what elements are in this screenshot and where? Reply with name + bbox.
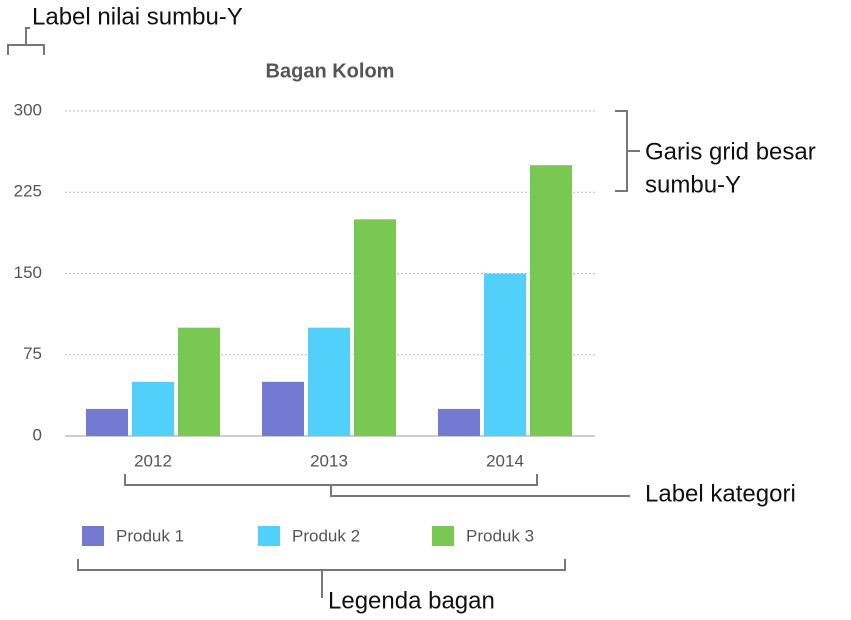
legend-label: Produk 1 xyxy=(116,526,184,545)
y-tick-label: 300 xyxy=(14,100,42,119)
legend-swatch xyxy=(258,526,280,546)
legend-swatch xyxy=(432,526,454,546)
bar xyxy=(438,408,480,436)
bracket xyxy=(615,110,640,192)
x-tick-label: 2012 xyxy=(134,451,172,470)
bar xyxy=(530,165,572,436)
annotation: sumbu-Y xyxy=(645,171,741,198)
y-tick-label: 150 xyxy=(14,263,42,282)
legend-label: Produk 2 xyxy=(292,526,360,545)
bar xyxy=(178,327,220,436)
y-tick-label: 0 xyxy=(33,425,42,444)
bracket xyxy=(7,27,45,55)
annotation: Legenda bagan xyxy=(328,587,495,614)
bar xyxy=(262,381,304,436)
annotation: Garis grid besar xyxy=(645,138,816,165)
x-tick-label: 2013 xyxy=(310,451,348,470)
bar xyxy=(132,381,174,436)
bar xyxy=(86,408,128,436)
x-tick-label: 2014 xyxy=(486,451,524,470)
bracket xyxy=(77,559,566,598)
bar xyxy=(354,219,396,436)
bracket xyxy=(124,474,630,497)
annotation: Label nilai sumbu-Y xyxy=(32,3,243,30)
legend-label: Produk 3 xyxy=(466,526,534,545)
bar xyxy=(484,273,526,436)
chart-title: Bagan Kolom xyxy=(266,60,395,82)
y-tick-label: 75 xyxy=(23,344,42,363)
bar xyxy=(308,327,350,436)
annotation: Label kategori xyxy=(645,480,796,507)
y-tick-label: 225 xyxy=(14,182,42,201)
legend-swatch xyxy=(82,526,104,546)
